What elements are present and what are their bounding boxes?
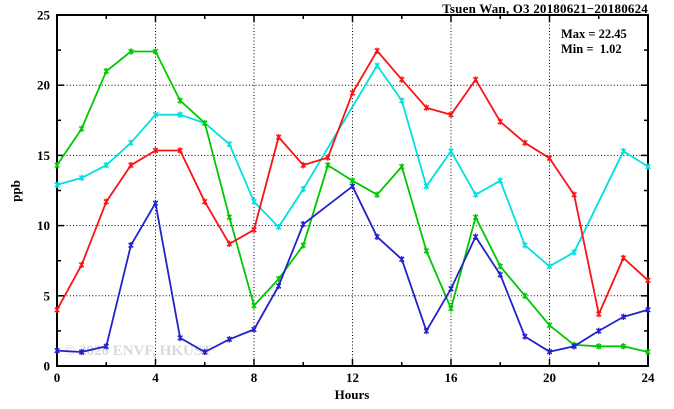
y-tick-label: 15 bbox=[37, 148, 51, 163]
y-tick-label: 20 bbox=[37, 78, 50, 93]
y-tick-label: 25 bbox=[37, 8, 51, 23]
x-tick-label: 12 bbox=[346, 370, 359, 385]
maxmin-annotation: Max = 22.45 Min = 1.02 bbox=[561, 27, 627, 56]
green-line-markers bbox=[54, 48, 651, 356]
x-tick-label: 0 bbox=[54, 370, 61, 385]
y-tick-label: 5 bbox=[44, 288, 51, 303]
chart-title: Tsuen Wan, O3 20180621−20180624 bbox=[442, 1, 648, 16]
max-label: Max = 22.45 bbox=[561, 27, 627, 41]
x-axis-label: Hours bbox=[334, 387, 370, 402]
plot-border bbox=[56, 14, 649, 367]
y-tick-label: 10 bbox=[37, 218, 50, 233]
x-tick-label: 16 bbox=[445, 370, 459, 385]
y-tick-label: 0 bbox=[44, 359, 51, 374]
cyan-line-markers bbox=[54, 62, 651, 270]
y-axis-label: ppb bbox=[8, 180, 23, 202]
min-label: Min = 1.02 bbox=[561, 41, 622, 56]
x-tick-label: 4 bbox=[152, 370, 159, 385]
x-tick-label: 8 bbox=[251, 370, 258, 385]
blue-line bbox=[56, 185, 649, 353]
blue-line-markers bbox=[54, 183, 651, 356]
red-line-markers bbox=[54, 47, 651, 318]
x-tick-label: 24 bbox=[642, 370, 656, 385]
x-tick-label: 20 bbox=[543, 370, 556, 385]
